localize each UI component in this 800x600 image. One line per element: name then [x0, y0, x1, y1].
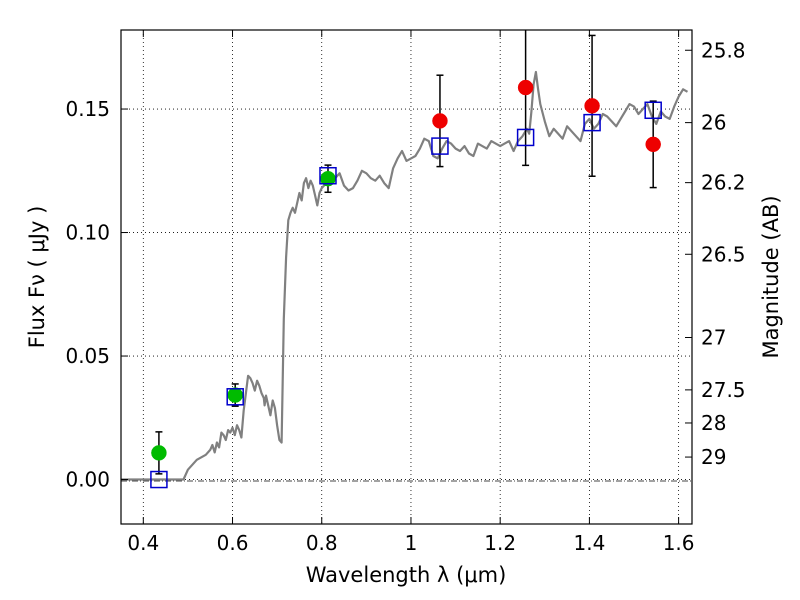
green-point	[227, 387, 243, 403]
y-tick-label: 0.15	[65, 97, 110, 121]
x-tick-label: 1	[405, 531, 418, 555]
mag-tick-label: 28	[701, 411, 726, 435]
x-axis-label: Wavelength λ (μm)	[306, 563, 507, 587]
x-tick-label: 0.4	[127, 531, 159, 555]
data-points	[150, 30, 662, 489]
mag-tick-label: 26.5	[701, 242, 746, 266]
x-tick-label: 1.6	[663, 531, 695, 555]
x-tick-label: 1.4	[573, 531, 605, 555]
y-tick-label: 0.05	[65, 344, 110, 368]
mag-tick-label: 25.8	[701, 38, 746, 62]
y-axis-label-left: Flux Fν ( μJy )	[25, 206, 49, 349]
x-tick-label: 0.6	[217, 531, 249, 555]
model-square-marker	[583, 113, 601, 132]
mag-tick-label: 26.2	[701, 171, 746, 195]
mag-tick-label: 27.5	[701, 378, 746, 402]
red-point	[432, 113, 448, 129]
model-square-marker	[319, 166, 337, 185]
y-tick-label: 0.00	[65, 468, 110, 492]
green-point	[151, 445, 167, 461]
x-tick-label: 1.2	[484, 531, 516, 555]
spectrum-line	[121, 70, 689, 481]
mag-tick-label: 26	[701, 111, 726, 135]
tick-labels: 0.4 0.6 0.8 1 1.2 1.4 1.6 0.00 0.05 0.10 0.15 25.8 2…	[65, 38, 745, 555]
model-square-marker	[516, 128, 535, 147]
y-tick-label: 0.10	[65, 221, 110, 245]
red-point	[584, 98, 600, 114]
mag-tick-label: 27	[701, 326, 726, 350]
x-tick-label: 0.8	[306, 531, 338, 555]
model-square-marker	[431, 137, 449, 155]
model-square-marker	[226, 388, 244, 406]
axis-ticks	[121, 30, 692, 524]
grid	[121, 30, 692, 524]
y-axis-label-right: Magnitude (AB)	[759, 195, 783, 358]
model-square-marker	[644, 101, 662, 120]
mag-tick-label: 29	[701, 445, 726, 469]
plot-frame	[120, 29, 693, 525]
red-point	[517, 79, 534, 96]
red-point	[645, 136, 661, 153]
model-spectrum	[121, 70, 689, 481]
model-square-marker	[150, 470, 168, 489]
